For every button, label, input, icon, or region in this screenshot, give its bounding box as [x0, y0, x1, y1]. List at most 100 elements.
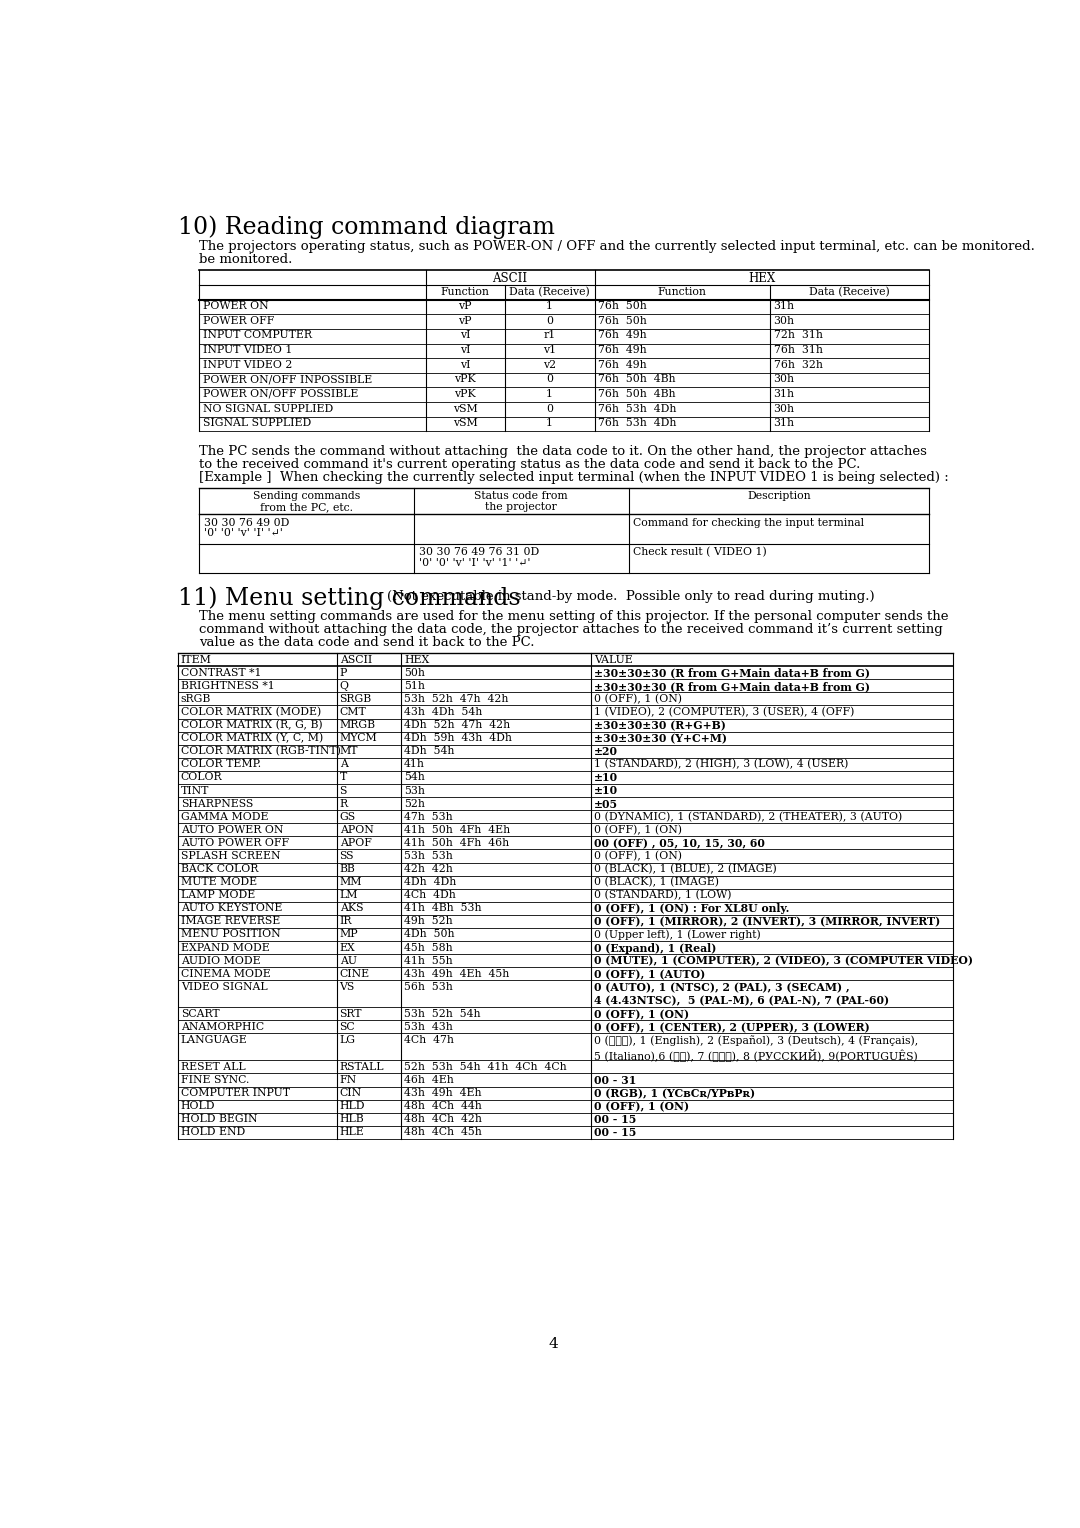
Text: 4 (4.43NTSC),  5 (PAL-M), 6 (PAL-N), 7 (PAL-60): 4 (4.43NTSC), 5 (PAL-M), 6 (PAL-N), 7 (P… — [594, 995, 889, 1005]
Text: value as the data code and send it back to the PC.: value as the data code and send it back … — [200, 636, 535, 649]
Text: 76h  50h  4Bh: 76h 50h 4Bh — [598, 390, 676, 399]
Text: 30 30 76 49 0D: 30 30 76 49 0D — [204, 518, 289, 527]
Text: COLOR TEMP.: COLOR TEMP. — [180, 759, 261, 769]
Text: Check result ( VIDEO 1): Check result ( VIDEO 1) — [633, 547, 767, 558]
Text: BACK COLOR: BACK COLOR — [180, 863, 258, 874]
Text: 41h  50h  4Fh  4Eh: 41h 50h 4Fh 4Eh — [404, 825, 510, 834]
Text: 41h  55h: 41h 55h — [404, 955, 453, 966]
Text: [Example ]  When checking the currently selected input terminal (when the INPUT : [Example ] When checking the currently s… — [200, 471, 949, 484]
Text: HLD: HLD — [339, 1102, 365, 1111]
Text: AKS: AKS — [339, 903, 363, 914]
Text: 4Ch  47h: 4Ch 47h — [404, 1034, 454, 1045]
Text: 31h: 31h — [773, 419, 795, 428]
Text: SRGB: SRGB — [339, 694, 372, 704]
Text: ±30±30±30 (R from G+Main data+B from G): ±30±30±30 (R from G+Main data+B from G) — [594, 668, 869, 678]
Text: CIN: CIN — [339, 1088, 362, 1099]
Text: ASCII: ASCII — [339, 654, 372, 665]
Text: RSTALL: RSTALL — [339, 1062, 384, 1073]
Text: RESET ALL: RESET ALL — [180, 1062, 245, 1073]
Text: AUDIO MODE: AUDIO MODE — [180, 955, 260, 966]
Text: LAMP MODE: LAMP MODE — [180, 891, 255, 900]
Text: SC: SC — [339, 1022, 355, 1031]
Text: Q: Q — [339, 681, 349, 691]
Text: CINE: CINE — [339, 969, 369, 979]
Text: FN: FN — [339, 1076, 356, 1085]
Text: be monitored.: be monitored. — [200, 254, 293, 266]
Text: 48h  4Ch  44h: 48h 4Ch 44h — [404, 1102, 482, 1111]
Text: AUTO POWER OFF: AUTO POWER OFF — [180, 837, 288, 848]
Text: ±30±30±30 (R from G+Main data+B from G): ±30±30±30 (R from G+Main data+B from G) — [594, 681, 869, 692]
Text: 0 (STANDARD), 1 (LOW): 0 (STANDARD), 1 (LOW) — [594, 891, 731, 900]
Text: 0 (OFF), 1 (AUTO): 0 (OFF), 1 (AUTO) — [594, 969, 705, 979]
Text: AUTO KEYSTONE: AUTO KEYSTONE — [180, 903, 282, 914]
Text: 31h: 31h — [773, 301, 795, 312]
Text: 48h  4Ch  45h: 48h 4Ch 45h — [404, 1128, 482, 1137]
Text: SHARPNESS: SHARPNESS — [180, 799, 253, 808]
Text: Sending commands: Sending commands — [253, 492, 360, 501]
Text: ±05: ±05 — [594, 799, 618, 810]
Text: MRGB: MRGB — [339, 720, 376, 730]
Text: 5 (Italiano),6 (中文), 7 (한국어), 8 (РУССКИЙ), 9(PORTUGUÊS): 5 (Italiano),6 (中文), 7 (한국어), 8 (РУССКИЙ… — [594, 1048, 918, 1060]
Text: 76h  53h  4Dh: 76h 53h 4Dh — [598, 403, 677, 414]
Text: 53h: 53h — [404, 785, 424, 796]
Text: sRGB: sRGB — [180, 694, 211, 704]
Text: 0 (日本語), 1 (English), 2 (Español), 3 (Deutsch), 4 (Français),: 0 (日本語), 1 (English), 2 (Español), 3 (De… — [594, 1034, 918, 1045]
Text: 00 (OFF) , 05, 10, 15, 30, 60: 00 (OFF) , 05, 10, 15, 30, 60 — [594, 837, 765, 850]
Text: BB: BB — [339, 863, 355, 874]
Text: CINEMA MODE: CINEMA MODE — [180, 969, 270, 979]
Text: 50h: 50h — [404, 668, 424, 678]
Text: 0 (OFF), 1 (ON): 0 (OFF), 1 (ON) — [594, 825, 681, 836]
Text: COLOR MATRIX (Y, C, M): COLOR MATRIX (Y, C, M) — [180, 733, 323, 744]
Text: 0 (OFF), 1 (ON): 0 (OFF), 1 (ON) — [594, 694, 681, 704]
Text: HOLD: HOLD — [180, 1102, 215, 1111]
Text: POWER OFF: POWER OFF — [203, 316, 274, 325]
Text: 76h  50h: 76h 50h — [598, 301, 647, 312]
Text: VALUE: VALUE — [594, 654, 633, 665]
Text: 30h: 30h — [773, 374, 795, 385]
Text: 45h  58h: 45h 58h — [404, 943, 453, 952]
Text: 00 - 31: 00 - 31 — [594, 1076, 636, 1086]
Text: LG: LG — [339, 1034, 355, 1045]
Text: INPUT COMPUTER: INPUT COMPUTER — [203, 330, 312, 341]
Text: ITEM: ITEM — [180, 654, 212, 665]
Text: Function: Function — [441, 287, 489, 296]
Text: 0 (AUTO), 1 (NTSC), 2 (PAL), 3 (SECAM) ,: 0 (AUTO), 1 (NTSC), 2 (PAL), 3 (SECAM) , — [594, 983, 850, 993]
Text: R: R — [339, 799, 348, 808]
Text: 76h  32h: 76h 32h — [773, 359, 823, 370]
Text: Command for checking the input terminal: Command for checking the input terminal — [633, 518, 864, 527]
Text: 4Dh  50h: 4Dh 50h — [404, 929, 455, 940]
Text: 76h  53h  4Dh: 76h 53h 4Dh — [598, 419, 677, 428]
Text: 41h  50h  4Fh  46h: 41h 50h 4Fh 46h — [404, 837, 509, 848]
Text: A: A — [339, 759, 348, 769]
Text: The PC sends the command without attaching  the data code to it. On the other ha: The PC sends the command without attachi… — [200, 445, 928, 458]
Text: 1: 1 — [546, 390, 553, 399]
Text: 52h: 52h — [404, 799, 424, 808]
Text: APOF: APOF — [339, 837, 372, 848]
Text: COMPUTER INPUT: COMPUTER INPUT — [180, 1088, 289, 1099]
Text: 41h  4Bh  53h: 41h 4Bh 53h — [404, 903, 482, 914]
Text: APON: APON — [339, 825, 374, 834]
Text: 0 (OFF), 1 (ON): 0 (OFF), 1 (ON) — [594, 851, 681, 862]
Text: COLOR: COLOR — [180, 773, 222, 782]
Text: ±10: ±10 — [594, 773, 618, 784]
Text: COLOR MATRIX (R, G, B): COLOR MATRIX (R, G, B) — [180, 720, 322, 730]
Text: IR: IR — [339, 917, 352, 926]
Text: VIDEO SIGNAL: VIDEO SIGNAL — [180, 983, 268, 992]
Text: HEX: HEX — [404, 654, 429, 665]
Text: 76h  50h  4Bh: 76h 50h 4Bh — [598, 374, 676, 385]
Text: 1 (VIDEO), 2 (COMPUTER), 3 (USER), 4 (OFF): 1 (VIDEO), 2 (COMPUTER), 3 (USER), 4 (OF… — [594, 707, 854, 717]
Text: 4Dh  52h  47h  42h: 4Dh 52h 47h 42h — [404, 720, 510, 730]
Text: 30h: 30h — [773, 316, 795, 325]
Text: MYCM: MYCM — [339, 733, 377, 743]
Text: BRIGHTNESS *1: BRIGHTNESS *1 — [180, 681, 274, 691]
Text: r1: r1 — [543, 330, 556, 341]
Text: GS: GS — [339, 811, 355, 822]
Text: IMAGE REVERSE: IMAGE REVERSE — [180, 917, 280, 926]
Text: 0 (DYNAMIC), 1 (STANDARD), 2 (THEATER), 3 (AUTO): 0 (DYNAMIC), 1 (STANDARD), 2 (THEATER), … — [594, 811, 902, 822]
Text: POWER ON/OFF INPOSSIBLE: POWER ON/OFF INPOSSIBLE — [203, 374, 373, 385]
Text: 54h: 54h — [404, 773, 424, 782]
Text: 4Dh  54h: 4Dh 54h — [404, 746, 455, 756]
Text: 49h  52h: 49h 52h — [404, 917, 453, 926]
Text: The projectors operating status, such as POWER-ON / OFF and the currently select: The projectors operating status, such as… — [200, 240, 1036, 254]
Text: EXPAND MODE: EXPAND MODE — [180, 943, 270, 952]
